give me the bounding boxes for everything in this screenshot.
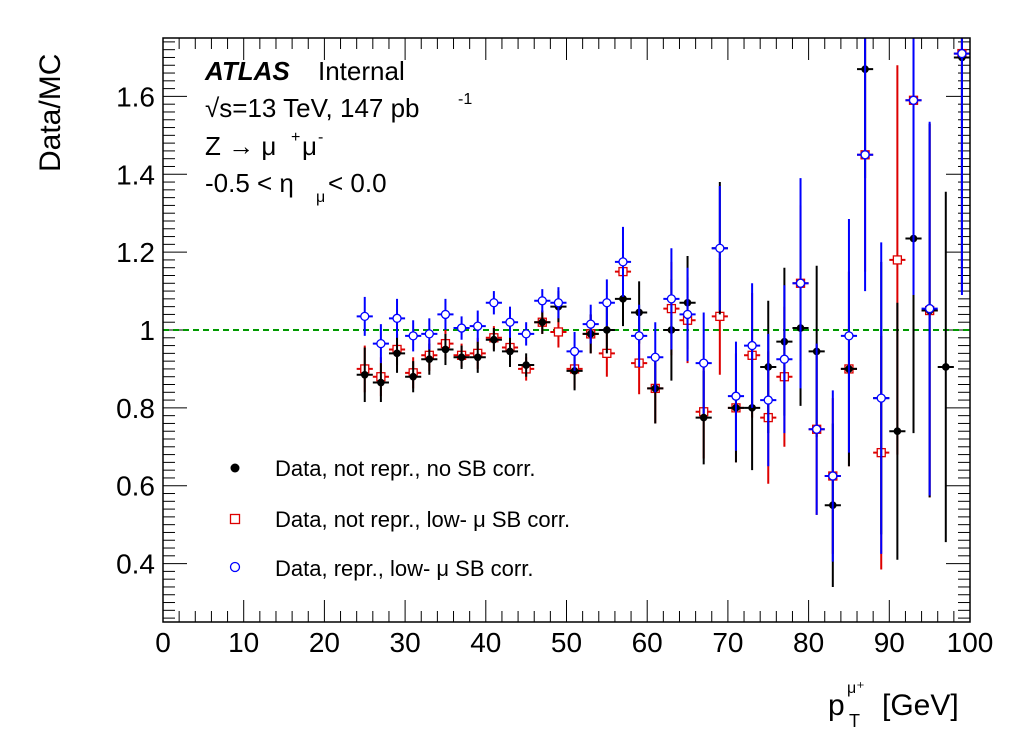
- x-tick-label: 20: [309, 627, 340, 658]
- marker-open-circle: [409, 332, 417, 340]
- y-tick-label: 0.6: [116, 471, 155, 502]
- marker-open-circle: [506, 318, 514, 326]
- legend-label-1: Data, not repr., no SB corr.: [275, 456, 535, 481]
- marker-open-circle: [926, 305, 934, 313]
- legend-label-3: Data, repr., low- μ SB corr.: [275, 556, 533, 581]
- marker-open-circle: [764, 396, 772, 404]
- marker-open-circle: [538, 297, 546, 305]
- status-label: Internal: [318, 56, 405, 86]
- atlas-label: ATLAS: [204, 56, 290, 86]
- marker-filled-circle: [700, 414, 708, 422]
- marker-open-circle: [571, 347, 579, 355]
- marker-open-square: [893, 256, 901, 264]
- eta-range-post: < 0.0: [328, 168, 387, 198]
- marker-filled-circle: [538, 318, 546, 326]
- marker-open-circle: [732, 392, 740, 400]
- x-tick-label: 50: [551, 627, 582, 658]
- x-tick-label: 40: [470, 627, 501, 658]
- marker-filled-circle: [603, 326, 611, 334]
- marker-filled-circle: [458, 353, 466, 361]
- x-tick-label: 100: [947, 627, 994, 658]
- legend: Data, not repr., no SB corr. Data, not r…: [231, 456, 571, 581]
- x-axis-title-unit: [GeV]: [882, 689, 959, 722]
- marker-open-circle: [619, 258, 627, 266]
- x-tick-label: 0: [155, 627, 171, 658]
- marker-open-circle: [684, 310, 692, 318]
- x-tick-label: 70: [712, 627, 743, 658]
- marker-open-circle: [667, 295, 675, 303]
- marker-open-circle: [458, 324, 466, 332]
- marker-open-circle: [441, 310, 449, 318]
- marker-filled-circle: [442, 346, 450, 354]
- y-tick-label: 0.4: [116, 549, 155, 580]
- marker-open-circle: [813, 425, 821, 433]
- marker-open-circle: [877, 394, 885, 402]
- process-label: Z → μ: [205, 131, 276, 161]
- marker-open-circle: [474, 322, 482, 330]
- marker-filled-circle: [490, 336, 498, 344]
- marker-open-circle: [603, 299, 611, 307]
- x-axis-title-sup: μ⁺: [847, 680, 865, 697]
- x-tick-label: 60: [632, 627, 663, 658]
- marker-open-circle: [635, 332, 643, 340]
- y-tick-label: 1: [139, 315, 155, 346]
- energy-lumi-sup: -1: [458, 91, 472, 108]
- eta-range-sub: μ: [316, 189, 325, 206]
- marker-filled-circle: [393, 350, 401, 358]
- marker-open-circle: [377, 340, 385, 348]
- y-tick-label: 1.6: [116, 81, 155, 112]
- x-tick-label: 80: [793, 627, 824, 658]
- marker-open-circle: [958, 50, 966, 58]
- process-mu2: μ: [302, 131, 317, 161]
- marker-filled-circle: [474, 353, 482, 361]
- marker-open-circle: [651, 353, 659, 361]
- marker-open-circle: [554, 299, 562, 307]
- marker-filled-circle: [409, 373, 417, 381]
- legend-entry-2: Data, not repr., low- μ SB corr.: [231, 507, 571, 532]
- marker-open-circle: [393, 314, 401, 322]
- legend-entry-3: Data, repr., low- μ SB corr.: [231, 556, 534, 581]
- legend-entry-1: Data, not repr., no SB corr.: [231, 456, 536, 481]
- x-axis-title-p: p: [828, 689, 845, 722]
- x-tick-label: 10: [228, 627, 259, 658]
- marker-filled-circle: [377, 379, 385, 387]
- marker-open-circle: [361, 312, 369, 320]
- marker-open-circle: [861, 151, 869, 159]
- marker-open-circle: [829, 472, 837, 480]
- marker-filled-circle: [506, 348, 514, 356]
- marker-open-circle: [425, 330, 433, 338]
- marker-filled-circle: [426, 355, 434, 363]
- marker-filled-circle: [942, 363, 950, 371]
- energy-lumi-label: √s=13 TeV, 147 pb: [205, 93, 420, 123]
- process-sup-plus: +: [291, 129, 300, 146]
- marker-open-circle: [700, 359, 708, 367]
- legend-marker-open-square: [231, 515, 240, 524]
- y-axis-title: Data/MC: [34, 54, 67, 172]
- marker-filled-circle: [894, 427, 902, 435]
- marker-open-circle: [490, 299, 498, 307]
- x-tick-label: 30: [390, 627, 421, 658]
- process-sup-minus: -: [318, 129, 323, 146]
- marker-open-circle: [780, 355, 788, 363]
- eta-range-label: -0.5 < η: [205, 168, 294, 198]
- marker-open-circle: [797, 279, 805, 287]
- y-tick-label: 0.8: [116, 393, 155, 424]
- marker-open-circle: [748, 342, 756, 350]
- legend-marker-open-circle: [231, 563, 240, 572]
- y-tick-label: 1.4: [116, 159, 155, 190]
- marker-open-square: [554, 328, 562, 336]
- marker-open-circle: [716, 244, 724, 252]
- marker-open-circle: [845, 332, 853, 340]
- legend-label-2: Data, not repr., low- μ SB corr.: [275, 507, 570, 532]
- legend-marker-filled-circle: [231, 464, 240, 473]
- x-axis-title-sub: T: [849, 711, 860, 731]
- marker-filled-circle: [522, 361, 530, 369]
- marker-filled-circle: [361, 371, 369, 379]
- marker-open-circle: [587, 320, 595, 328]
- marker-open-circle: [522, 330, 530, 338]
- y-tick-label: 1.2: [116, 237, 155, 268]
- marker-open-circle: [910, 96, 918, 104]
- x-tick-label: 90: [874, 627, 905, 658]
